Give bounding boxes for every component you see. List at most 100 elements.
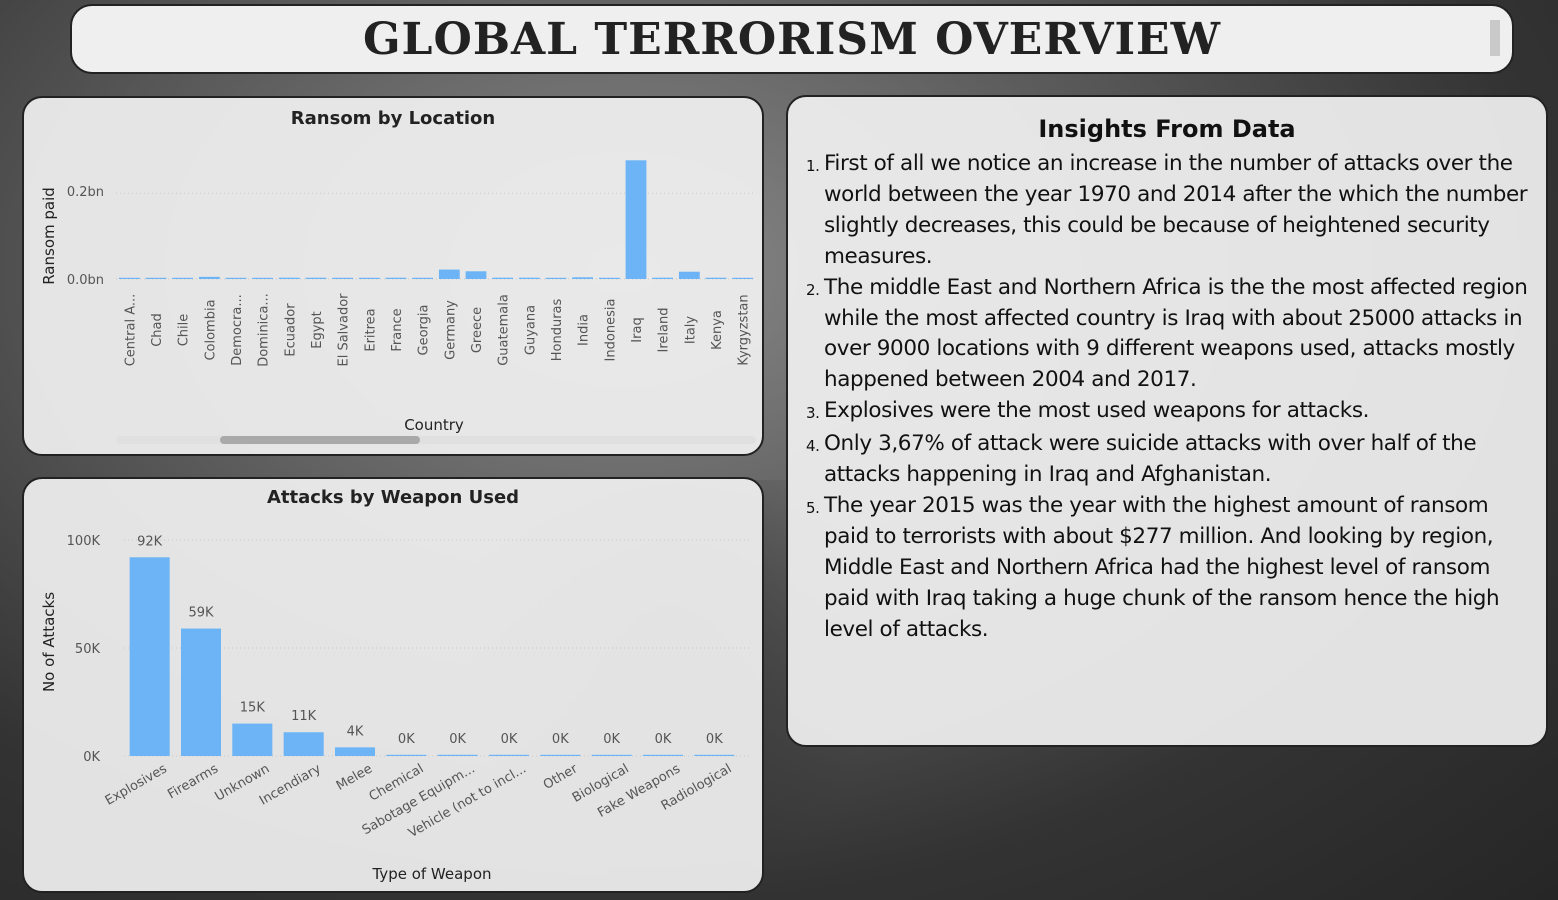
data-label: 0K bbox=[501, 732, 518, 747]
x-tick-label: Kenya bbox=[710, 310, 725, 350]
x-axis-label: Country bbox=[404, 416, 464, 434]
insight-text: Only 3,67% of attack were suicide attack… bbox=[824, 431, 1477, 488]
ransom-bar[interactable] bbox=[385, 277, 407, 279]
ransom-bar[interactable] bbox=[332, 277, 354, 279]
ransom-bar[interactable] bbox=[145, 277, 167, 279]
ransom-bar[interactable] bbox=[465, 271, 487, 279]
weapon-bar[interactable] bbox=[283, 732, 324, 756]
x-tick-label: Firearms bbox=[165, 761, 221, 802]
y-tick-label: 50K bbox=[75, 642, 101, 657]
x-tick-label: Egypt bbox=[310, 311, 325, 349]
ransom-bar[interactable] bbox=[705, 277, 727, 279]
data-label: 0K bbox=[603, 732, 620, 747]
x-axis-label: Type of Weapon bbox=[371, 865, 491, 883]
ransom-chart-title: Ransom by Location bbox=[290, 108, 496, 129]
x-tick-label: Honduras bbox=[550, 299, 565, 362]
x-tick-label: Guyana bbox=[523, 305, 538, 355]
insight-number: 1. bbox=[806, 157, 820, 175]
x-tick-label: Germany bbox=[443, 300, 458, 360]
y-axis-label: Ransom paid bbox=[40, 187, 58, 285]
ransom-bar[interactable] bbox=[412, 277, 434, 279]
data-label: 0K bbox=[706, 732, 723, 747]
insight-number: 4. bbox=[806, 437, 820, 456]
data-label: 0K bbox=[398, 732, 415, 747]
insight-item: 2. The middle East and Northern Africa is… bbox=[806, 273, 1536, 397]
ransom-bar[interactable] bbox=[358, 277, 380, 279]
ransom-bar[interactable] bbox=[305, 277, 327, 279]
insight-text: The middle East and Northern Africa is t… bbox=[824, 274, 1528, 393]
x-tick-label: Kyrgyzstan bbox=[737, 294, 752, 365]
title-scrollbar[interactable] bbox=[1490, 20, 1500, 56]
weapon-bar[interactable] bbox=[694, 754, 735, 756]
ransom-bar[interactable] bbox=[518, 277, 540, 279]
x-tick-label: Iraq bbox=[630, 317, 645, 342]
weapon-bar[interactable] bbox=[437, 754, 478, 756]
ransom-bar[interactable] bbox=[678, 271, 700, 279]
weapon-bar[interactable] bbox=[386, 754, 427, 756]
weapon-bar[interactable] bbox=[540, 754, 581, 756]
ransom-bar[interactable] bbox=[118, 277, 140, 279]
ransom-bar[interactable] bbox=[598, 277, 620, 279]
ransom-bar[interactable] bbox=[572, 277, 594, 279]
data-label: 15K bbox=[240, 701, 266, 716]
insight-text: First of all we notice an increase in th… bbox=[824, 151, 1528, 269]
weapon-bar[interactable] bbox=[129, 557, 170, 756]
x-tick-label: Explosives bbox=[103, 761, 170, 808]
insight-number: 5. bbox=[806, 498, 820, 517]
x-tick-label: Eritrea bbox=[363, 308, 378, 351]
data-label: 11K bbox=[291, 709, 317, 724]
weapon-bar[interactable] bbox=[488, 754, 530, 756]
x-tick-label: Greece bbox=[470, 307, 485, 353]
x-tick-label: Chile bbox=[177, 314, 192, 347]
ransom-scrollbar-track[interactable] bbox=[116, 436, 756, 444]
ransom-bar[interactable] bbox=[252, 277, 274, 279]
insights-list: 1. First of all we notice an increase in … bbox=[806, 149, 1536, 646]
ransom-bar[interactable] bbox=[545, 277, 567, 279]
ransom-bar[interactable] bbox=[278, 277, 300, 279]
x-tick-label: Chad bbox=[150, 313, 165, 347]
weapon-bar[interactable] bbox=[591, 754, 632, 756]
ransom-bar[interactable] bbox=[438, 269, 460, 279]
weapon-bar[interactable] bbox=[334, 747, 376, 756]
y-tick-label: 0.2bn bbox=[67, 185, 104, 200]
ransom-bar[interactable] bbox=[172, 277, 194, 279]
ransom-bar[interactable] bbox=[732, 277, 754, 279]
x-tick-label: India bbox=[577, 314, 592, 346]
insight-text: Explosives were the most used weapons fo… bbox=[824, 398, 1370, 424]
insight-item: 1. First of all we notice an increase in … bbox=[806, 149, 1536, 273]
ransom-bar[interactable] bbox=[492, 277, 514, 279]
y-tick-label: 0K bbox=[83, 750, 100, 765]
insight-text: The year 2015 was the year with the high… bbox=[824, 492, 1500, 642]
weapon-chart: 92K 59K 15K 11K 4K 0K 0K 0K 0K 0K 0K 0K ExplosivesF… bbox=[40, 534, 752, 883]
weapon-bar[interactable] bbox=[642, 754, 684, 756]
x-tick-label: Other bbox=[541, 761, 581, 793]
title-banner: GLOBAL TERRORISM OVERVIEW bbox=[70, 4, 1514, 74]
ransom-bar[interactable] bbox=[225, 277, 247, 279]
x-tick-label: Dominica... bbox=[257, 293, 272, 367]
x-tick-label: Colombia bbox=[203, 299, 218, 360]
ransom-bar[interactable] bbox=[198, 276, 220, 279]
ransom-bar[interactable] bbox=[625, 160, 647, 279]
insight-number: 2. bbox=[806, 280, 820, 299]
insights-title: Insights From Data bbox=[1038, 115, 1296, 143]
insight-item: 4. Only 3,67% of attack were suicide atta… bbox=[806, 429, 1536, 491]
x-tick-label: Guatemala bbox=[497, 294, 512, 366]
attacks-by-weapon-card: Attacks by Weapon Used 92K 59K 15K 11K 4K 0K 0… bbox=[22, 477, 764, 893]
data-label: 59K bbox=[188, 606, 214, 621]
ransom-by-location-card: Ransom by Location Central A... Chad Chile… bbox=[22, 96, 764, 456]
ransom-bar[interactable] bbox=[652, 277, 674, 279]
data-label: 0K bbox=[449, 732, 466, 747]
weapon-bar[interactable] bbox=[180, 628, 222, 756]
ransom-chart: Central A... Chad Chile Colombia Democra... D… bbox=[40, 160, 756, 434]
insight-number: 3. bbox=[806, 404, 820, 423]
x-tick-label: France bbox=[390, 308, 405, 351]
x-tick-label: Indonesia bbox=[603, 299, 618, 362]
insight-item: 5. The year 2015 was the year with the hi… bbox=[806, 491, 1536, 646]
x-tick-label: Democra... bbox=[230, 294, 245, 365]
data-label: 0K bbox=[552, 732, 569, 747]
ransom-scrollbar-thumb[interactable] bbox=[220, 436, 420, 444]
page-title: GLOBAL TERRORISM OVERVIEW bbox=[362, 13, 1221, 65]
insight-item: 3. Explosives were the most used weapons … bbox=[806, 396, 1536, 429]
y-axis-label: No of Attacks bbox=[40, 592, 58, 692]
weapon-bar[interactable] bbox=[232, 723, 273, 756]
